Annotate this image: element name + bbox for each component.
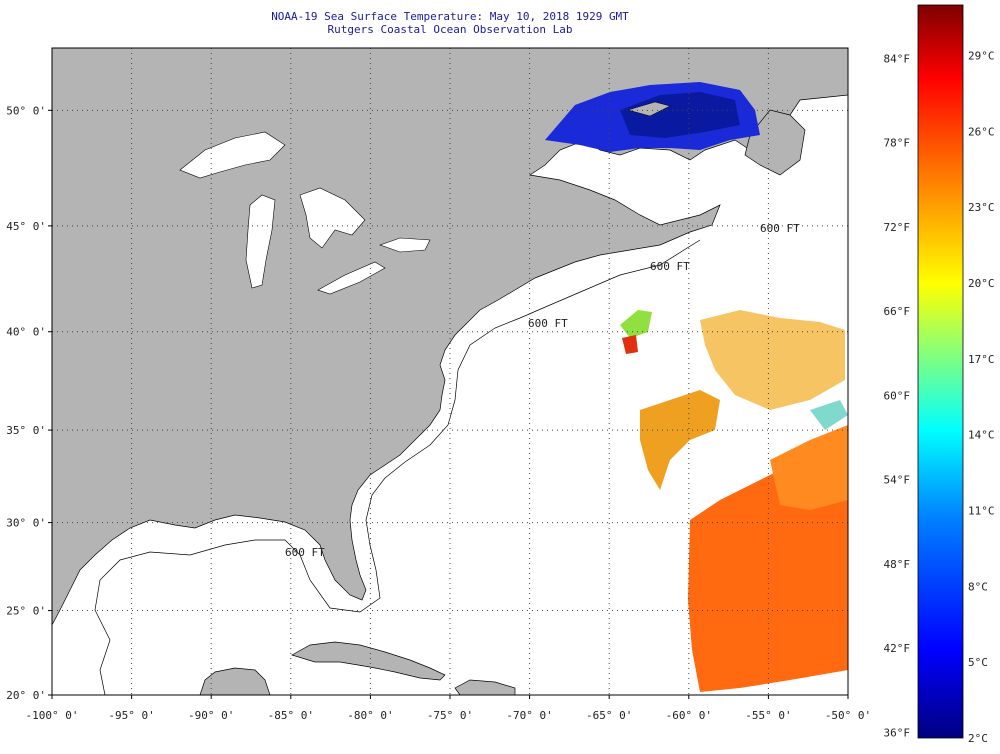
colorbar-c-label: 26°C (968, 125, 995, 138)
isobath-label-3: 600 FT (528, 317, 568, 330)
cuba-land (291, 641, 446, 681)
colorbar-c-label: 11°C (968, 505, 995, 518)
sst-patch-mid1 (640, 390, 720, 490)
yucatan-land (199, 667, 271, 695)
colorbar-c-label: 5°C (968, 656, 988, 669)
lon-label: -60° 0' (666, 709, 712, 722)
colorbar (917, 4, 964, 739)
map-title: NOAA-19 Sea Surface Temperature: May 10,… (271, 10, 629, 23)
isobath-label-1: 600 FT (760, 222, 800, 235)
lake-ontario (379, 237, 431, 253)
colorbar-c-label: 29°C (968, 50, 995, 63)
colorbar-f-label: 78°F (884, 137, 911, 150)
sst-patch-east (770, 425, 848, 510)
colorbar-f-label: 36°F (884, 726, 911, 739)
colorbar-f-label: 66°F (884, 305, 911, 318)
lon-label: -100° 0' (26, 709, 79, 722)
lon-label: -95° 0' (108, 709, 154, 722)
colorbar-c-label: 23°C (968, 201, 995, 214)
sst-patch-north (620, 310, 652, 338)
hispaniola-land (454, 679, 516, 695)
longitude-labels: -100° 0' -95° 0' -90° 0' -85° 0' -80° 0' -75°… (26, 695, 871, 722)
isobath-label-2: 600 FT (650, 260, 690, 273)
lat-label: 20° 0' (6, 689, 46, 702)
colorbar-fahrenheit-labels: 84°F 78°F 72°F 66°F 60°F 54°F 48°F 42°F 36°F (884, 52, 911, 739)
colorbar-c-label: 17°C (968, 353, 995, 366)
lon-label: -75° 0' (427, 709, 473, 722)
newfoundland-land (744, 109, 806, 176)
lon-label: -65° 0' (586, 709, 632, 722)
colorbar-c-label: 8°C (968, 580, 988, 593)
isobath-600ft (94, 239, 701, 696)
lake-erie (317, 261, 386, 295)
lat-label: 30° 0' (6, 517, 46, 530)
lat-label: 25° 0' (6, 605, 46, 618)
lat-label: 40° 0' (6, 326, 46, 339)
lon-label: -70° 0' (506, 709, 552, 722)
lon-label: -85° 0' (268, 709, 314, 722)
colorbar-f-label: 60°F (884, 389, 911, 402)
latitude-labels: 50° 0' 45° 0' 40° 0' 35° 0' 30° 0' 25° 0' 20° … (6, 104, 52, 702)
lat-label: 35° 0' (6, 424, 46, 437)
lat-label: 45° 0' (6, 220, 46, 233)
isobath-label-4: 600 FT (285, 546, 325, 559)
lake-superior (179, 131, 286, 179)
anticosti-island (627, 101, 671, 117)
colorbar-f-label: 48°F (884, 558, 911, 571)
lat-label: 50° 0' (6, 104, 46, 117)
north-america-land (52, 48, 848, 626)
sst-patch-red (622, 335, 638, 354)
colorbar-c-label: 20°C (968, 277, 995, 290)
lake-huron (299, 187, 366, 249)
colorbar-f-label: 72°F (884, 221, 911, 234)
lon-label: -80° 0' (347, 709, 393, 722)
colorbar-f-label: 84°F (884, 52, 911, 65)
lon-label: -90° 0' (188, 709, 234, 722)
colorbar-f-label: 54°F (884, 474, 911, 487)
colorbar-c-label: 14°C (968, 429, 995, 442)
sst-patch-mid2 (700, 310, 845, 410)
colorbar-c-label: 2°C (968, 732, 988, 745)
lake-michigan (245, 194, 276, 289)
sst-patch-teal (810, 400, 848, 430)
lon-label: -50° 0' (825, 709, 871, 722)
colorbar-celsius-labels: 29°C 26°C 23°C 20°C 17°C 14°C 11°C 8°C 5°C 2°C (968, 50, 995, 745)
colorbar-f-label: 42°F (884, 642, 911, 655)
lon-label: -55° 0' (745, 709, 791, 722)
map-subtitle: Rutgers Coastal Ocean Observation Lab (327, 23, 573, 36)
